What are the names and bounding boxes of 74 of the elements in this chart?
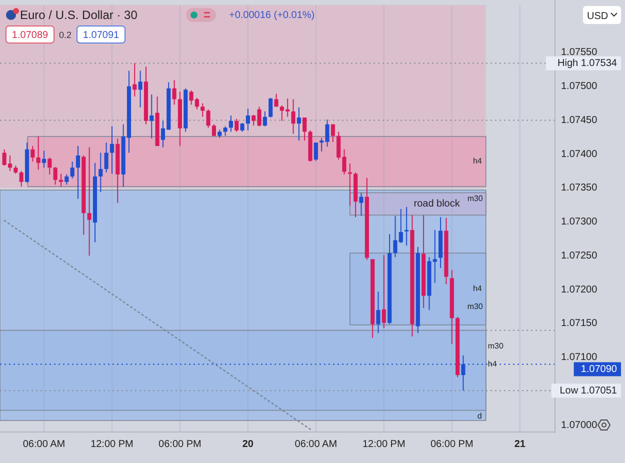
candlestick [53, 166, 58, 186]
y-tick-label: 1.07150 [561, 318, 598, 330]
y-tick-label: 1.07350 [561, 182, 598, 194]
candlestick [19, 170, 24, 188]
annotation: 1.07091 [82, 30, 120, 41]
candlestick [150, 94, 154, 140]
candlestick [110, 126, 114, 174]
y-tick-label: 1.07550 [561, 47, 598, 58]
candlestick [234, 118, 239, 132]
candlestick [359, 192, 364, 216]
candlestick [64, 174, 69, 186]
x-tick-label: 21 [514, 439, 526, 450]
candlestick [262, 110, 267, 127]
candlestick [36, 136, 40, 170]
candlestick [58, 173, 64, 188]
annotation: m30 [467, 194, 484, 203]
annotation: 0.2 [59, 30, 72, 40]
candlestick [206, 108, 210, 128]
y-tick-label: 1.07000 [561, 420, 598, 431]
y-tick-label: 1.07450 [561, 114, 598, 126]
candlestick [268, 97, 273, 118]
candlestick [223, 126, 228, 136]
candlestick [330, 124, 335, 142]
text: +0.00016 (+0.01%) [229, 10, 315, 21]
candlestick [348, 163, 352, 206]
candlestick [98, 152, 103, 193]
candlestick [76, 145, 80, 200]
y-tick-label: 1.07300 [561, 216, 598, 228]
candlestick [274, 93, 278, 108]
x-tick-label: 12:00 PM [90, 439, 134, 450]
annotation: m30 [467, 302, 484, 312]
x-tick-label: 06:00 PM [430, 439, 474, 450]
ref-line-label: 1.07090 [580, 364, 618, 375]
band-label: road block [414, 198, 461, 210]
candlestick [296, 106, 301, 142]
annotation: m30 [488, 341, 504, 350]
band-label: h4 [472, 284, 482, 294]
candlestick [87, 146, 92, 256]
band-label: d [477, 412, 482, 421]
candlestick [376, 291, 380, 334]
candlestick [302, 117, 307, 142]
candlestick [70, 161, 74, 180]
x-tick-label: 06:00 AM [22, 439, 66, 450]
candlestick [200, 102, 205, 118]
x-tick-label: 12:00 PM [362, 439, 406, 450]
x-tick-label: 20 [242, 439, 254, 450]
text: USD [587, 11, 608, 22]
ref-line-label: Low 1.07051 [560, 385, 618, 396]
candlestick [48, 157, 52, 175]
y-tick-label: 1.07250 [561, 250, 598, 262]
y-tick-label: 1.07400 [561, 148, 598, 160]
band-label: h4 [472, 156, 482, 166]
candlestick [172, 80, 176, 106]
candlestick [246, 108, 250, 131]
chart-title: Euro / U.S. Dollar · 30 [20, 8, 138, 22]
ref-line-label: High 1.07534 [558, 58, 618, 69]
annotation: 1.07089 [12, 30, 49, 41]
candlestick [314, 142, 318, 162]
annotation: h4 [488, 359, 498, 368]
candlestick [30, 145, 35, 162]
candlestick [212, 124, 216, 137]
candlestick [42, 150, 46, 168]
y-tick-label: 1.07500 [561, 80, 598, 92]
x-tick-label: 06:00 PM [158, 439, 202, 450]
candlestick [104, 142, 108, 173]
candlestick [291, 98, 296, 134]
y-tick-label: 1.07200 [561, 284, 598, 296]
candlestick [404, 206, 409, 246]
y-tick-label: 1.07100 [561, 352, 598, 364]
x-tick-label: 06:00 AM [294, 439, 338, 450]
candlestick [382, 254, 386, 329]
candlestick [228, 114, 233, 132]
candlestick [138, 70, 142, 108]
candlestick [132, 62, 137, 97]
